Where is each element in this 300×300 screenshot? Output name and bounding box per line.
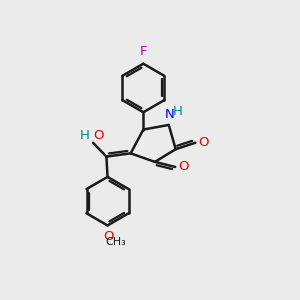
Text: F: F bbox=[140, 45, 147, 58]
Text: O: O bbox=[198, 136, 208, 149]
Text: O: O bbox=[178, 160, 188, 173]
Text: H: H bbox=[173, 105, 183, 118]
Text: H: H bbox=[80, 129, 90, 142]
Text: N: N bbox=[164, 108, 174, 121]
Text: CH₃: CH₃ bbox=[105, 236, 126, 247]
Text: O: O bbox=[103, 230, 114, 243]
Text: O: O bbox=[93, 129, 104, 142]
